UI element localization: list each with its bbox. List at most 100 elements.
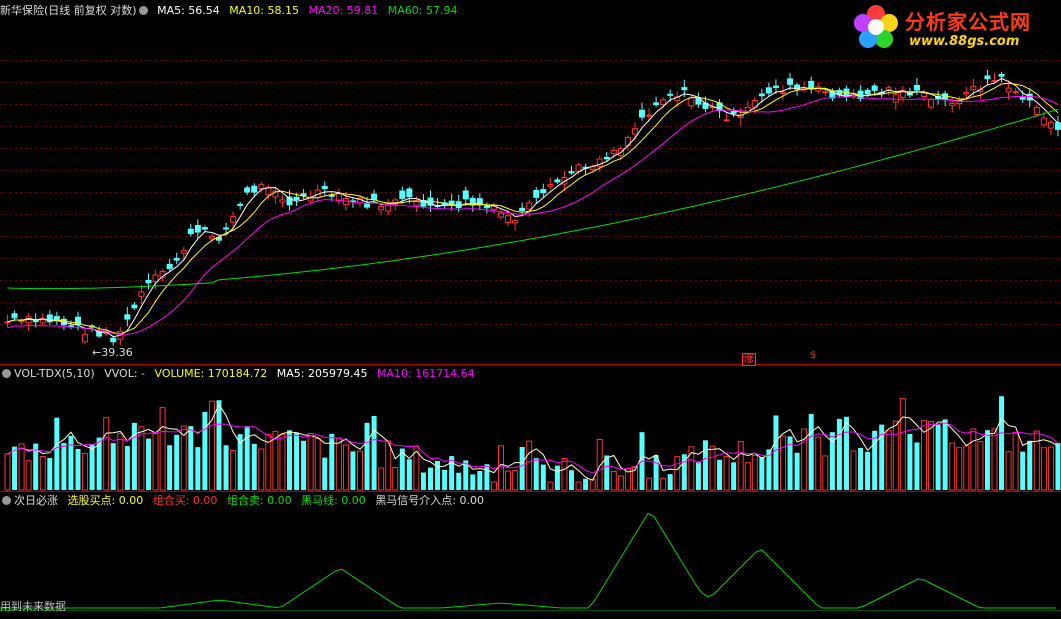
candle xyxy=(526,202,533,210)
candle xyxy=(498,212,504,218)
candle xyxy=(1019,96,1026,100)
volume-bar xyxy=(575,481,582,491)
volume-bar xyxy=(604,455,610,490)
volume-bar xyxy=(1033,430,1040,491)
candle xyxy=(371,193,378,201)
candle xyxy=(251,185,258,193)
candle xyxy=(413,200,420,207)
volume-bar xyxy=(999,396,1005,490)
candle xyxy=(180,250,187,254)
candle xyxy=(378,206,385,211)
volume-bar xyxy=(1020,451,1026,490)
candle xyxy=(124,314,131,320)
volume-bar xyxy=(470,474,476,490)
candle xyxy=(399,190,406,199)
volume-bar xyxy=(702,440,708,490)
volume-bar xyxy=(561,457,568,491)
candle xyxy=(928,99,935,108)
volume-bar xyxy=(230,449,237,491)
volume-bar xyxy=(301,440,307,490)
ma5-value: MA5: 56.54 xyxy=(157,4,220,17)
volume-bar xyxy=(1027,440,1033,490)
candle xyxy=(39,317,46,324)
candle xyxy=(1033,107,1040,115)
candle xyxy=(1012,91,1019,94)
volume-bar xyxy=(1012,432,1019,491)
candle xyxy=(885,87,892,91)
candle xyxy=(328,194,335,197)
volume-bar xyxy=(872,430,878,490)
volume-bar xyxy=(547,481,554,491)
volume-bar xyxy=(490,481,497,491)
candle xyxy=(772,85,779,88)
candle xyxy=(1040,117,1047,126)
volume-bar xyxy=(68,435,74,490)
candle xyxy=(603,156,610,160)
volume-bar xyxy=(808,414,814,490)
volume-bar xyxy=(406,459,412,490)
volume-bar xyxy=(195,447,201,490)
volume-bar xyxy=(322,457,328,490)
volume-bar xyxy=(75,448,81,490)
volume-bar xyxy=(477,470,483,490)
settings-icon[interactable] xyxy=(138,6,148,15)
candle xyxy=(505,215,512,224)
volume-bar xyxy=(554,465,560,490)
sell-marker: $ xyxy=(810,350,817,361)
volume-bar xyxy=(977,441,984,491)
vvol-value: VVOL: - xyxy=(104,367,146,380)
candle xyxy=(765,87,772,94)
volume-bar xyxy=(751,454,758,491)
volume-bar xyxy=(759,457,765,490)
volume-bar xyxy=(371,415,377,490)
volume-bar xyxy=(12,446,18,490)
volume-bar xyxy=(110,443,116,490)
volume-bar xyxy=(773,415,779,490)
volume-bar xyxy=(667,474,673,490)
volume-bar xyxy=(131,422,137,490)
volume-bar xyxy=(378,467,385,491)
volume-bar xyxy=(287,430,292,490)
candle xyxy=(808,80,815,90)
settings-icon[interactable] xyxy=(2,496,11,505)
candle xyxy=(1054,122,1061,130)
volume-bar xyxy=(787,436,793,490)
zhang-marker: 涨 xyxy=(742,353,756,366)
volume-bar xyxy=(688,446,695,491)
candle xyxy=(258,183,265,190)
candle xyxy=(695,98,702,105)
volume-bar xyxy=(167,445,173,490)
candle xyxy=(787,78,794,85)
volume-bar xyxy=(963,445,970,491)
candle xyxy=(512,220,519,224)
volume-bar xyxy=(569,470,574,490)
candle xyxy=(596,158,603,168)
volume-bar xyxy=(744,462,751,491)
zhm-value: 组合买: 0.00 xyxy=(152,494,218,507)
volume-bar xyxy=(33,443,39,490)
settings-icon[interactable] xyxy=(2,369,11,378)
volume-bar xyxy=(188,426,194,490)
candle xyxy=(244,187,251,193)
hmx-value: 黑马线: 0.00 xyxy=(301,494,366,507)
volume-bar xyxy=(815,436,822,491)
volume-bar xyxy=(279,434,286,491)
volume-bar xyxy=(307,432,314,491)
candle xyxy=(187,228,194,235)
candle xyxy=(75,316,81,325)
candle xyxy=(300,193,307,196)
volume-bar xyxy=(583,478,589,490)
volume-bar xyxy=(1047,446,1054,491)
volume-bar xyxy=(146,438,151,490)
volume-bar xyxy=(956,447,963,491)
volume-bar xyxy=(1040,447,1047,491)
volume-bar xyxy=(695,461,701,490)
volume-bar xyxy=(25,460,32,491)
ma10-value: MA10: 58.15 xyxy=(229,4,300,17)
candle xyxy=(723,119,730,122)
volume-bar xyxy=(435,460,441,490)
candle xyxy=(131,304,138,309)
volume-bar xyxy=(18,443,25,491)
volume-bar xyxy=(737,441,744,491)
